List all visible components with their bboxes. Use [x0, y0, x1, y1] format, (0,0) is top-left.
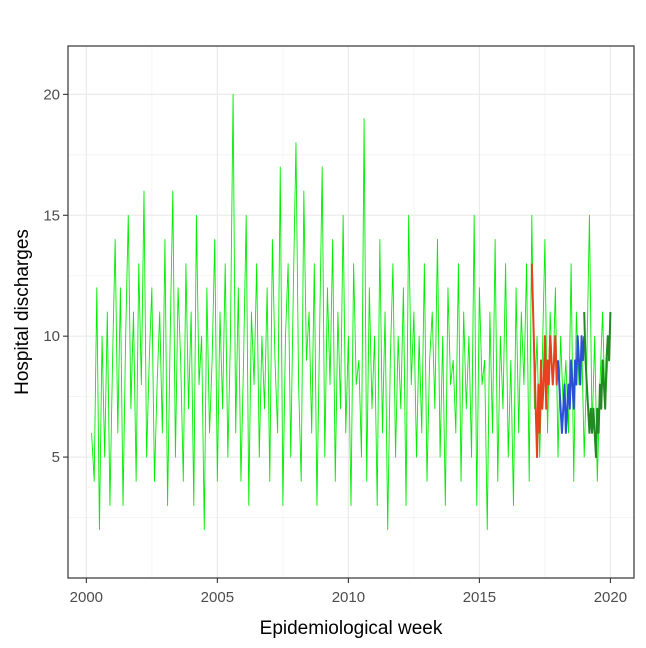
x-tick-label: 2010 [332, 589, 365, 606]
x-tick-label: 2015 [463, 589, 496, 606]
axis-ticks: 2000 2005 2010 2015 2020 5 10 15 20 [43, 86, 627, 606]
x-tick-label: 2020 [594, 589, 627, 606]
y-tick-label: 10 [43, 328, 60, 345]
series-line-3 [557, 335, 586, 434]
y-axis-title: Hospital discharges [12, 229, 33, 395]
x-axis-title: Epidemiological week [260, 618, 443, 639]
y-tick-label: 20 [43, 86, 60, 103]
series-line-1 [91, 93, 611, 531]
y-tick-label: 15 [43, 207, 60, 224]
y-tick-label: 5 [52, 449, 60, 466]
x-tick-label: 2005 [201, 589, 234, 606]
series-line-2 [530, 263, 560, 459]
panel-border [67, 45, 635, 579]
series-layer [91, 93, 612, 531]
series-line-4 [583, 311, 612, 459]
x-tick-label: 2000 [70, 589, 103, 606]
grid [68, 46, 634, 578]
